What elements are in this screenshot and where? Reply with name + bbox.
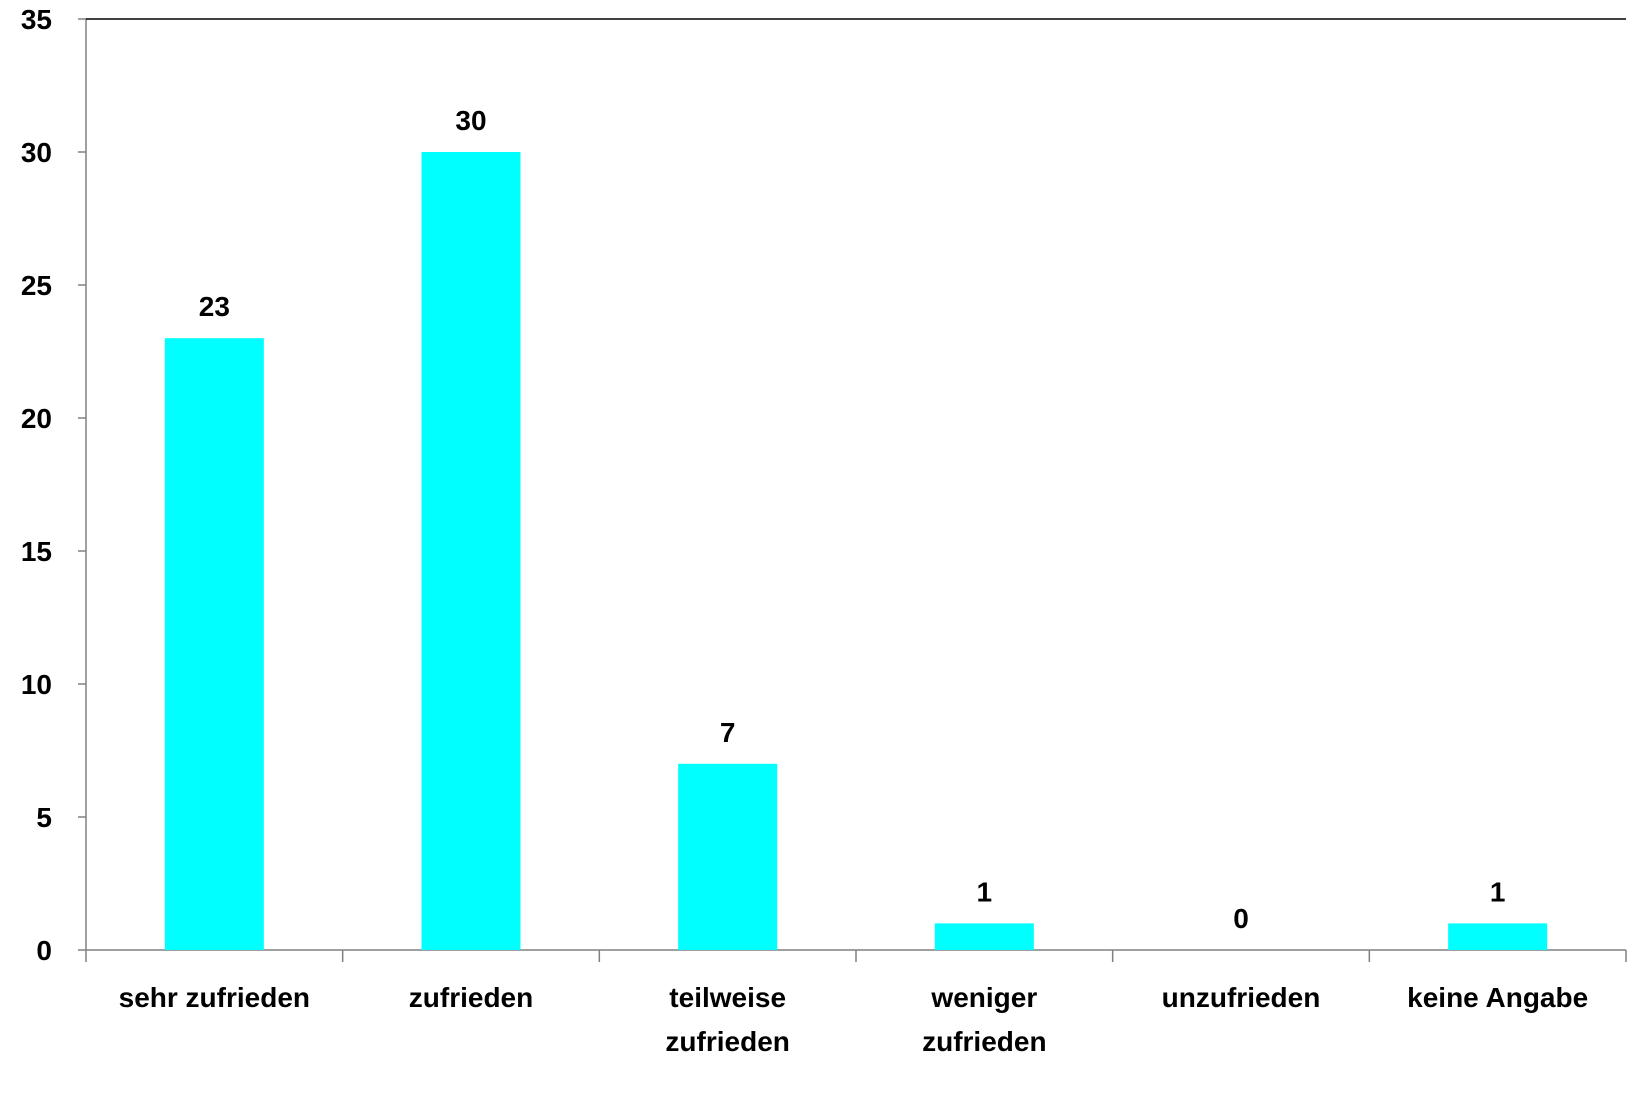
x-category-label: sehr zufrieden bbox=[119, 982, 310, 1013]
data-label: 1 bbox=[1490, 876, 1506, 907]
bar bbox=[934, 923, 1034, 950]
y-tick-label: 35 bbox=[21, 4, 52, 35]
axes bbox=[78, 18, 1627, 962]
x-category-label: zufrieden bbox=[409, 982, 533, 1013]
x-category-label: weniger bbox=[930, 982, 1037, 1013]
data-label: 0 bbox=[1233, 903, 1249, 934]
data-label: 30 bbox=[455, 105, 486, 136]
bar bbox=[421, 152, 521, 950]
y-tick-label: 25 bbox=[21, 270, 52, 301]
data-label: 1 bbox=[977, 876, 993, 907]
x-category-label: zufrieden bbox=[922, 1026, 1046, 1057]
y-tick-label: 5 bbox=[36, 802, 52, 833]
bar bbox=[678, 763, 778, 950]
y-tick-label: 20 bbox=[21, 403, 52, 434]
x-category-label: teilweise bbox=[669, 982, 786, 1013]
x-category-label: zufrieden bbox=[665, 1026, 789, 1057]
data-label: 7 bbox=[720, 717, 736, 748]
y-tick-label: 30 bbox=[21, 137, 52, 168]
data-label: 23 bbox=[199, 291, 230, 322]
bar bbox=[1448, 923, 1548, 950]
y-tick-label: 0 bbox=[36, 935, 52, 966]
y-tick-label: 15 bbox=[21, 536, 52, 567]
bar bbox=[164, 338, 264, 950]
y-tick-label: 10 bbox=[21, 669, 52, 700]
x-category-label: unzufrieden bbox=[1162, 982, 1321, 1013]
bars bbox=[164, 152, 1548, 950]
x-category-label: keine Angabe bbox=[1407, 982, 1588, 1013]
